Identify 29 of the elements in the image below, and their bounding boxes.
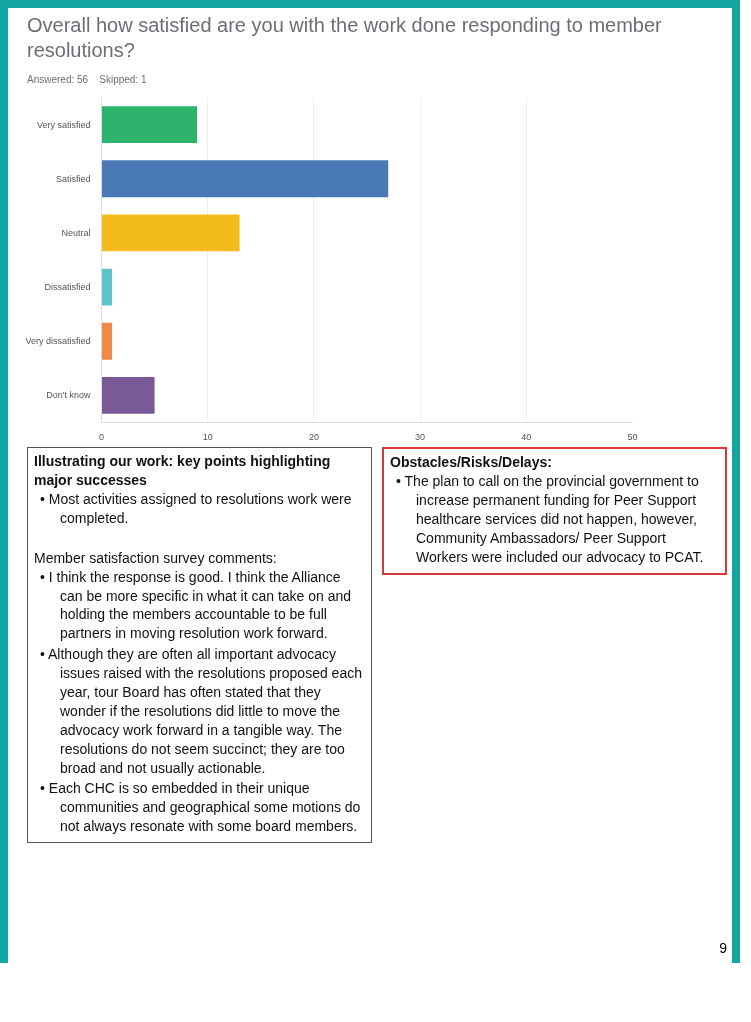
x-tick-label: 30 bbox=[415, 431, 426, 442]
y-tick-label: Neutral bbox=[61, 228, 91, 239]
x-tick-label: 0 bbox=[99, 431, 105, 442]
text: Illustrating our work: key points highlighting major successes bbox=[34, 453, 331, 489]
bar bbox=[101, 323, 113, 360]
y-tick-label: Satisfied bbox=[55, 174, 91, 185]
y-tick-label: Very dissatisfied bbox=[25, 336, 91, 347]
x-tick-label: 50 bbox=[627, 431, 638, 442]
x-tick-label: 40 bbox=[521, 431, 532, 442]
text: • The plan to call on the provincial government to increase permanent funding for Peer Support healthcare services did not happen, however, Community Ambassadors/ Peer Support Workers were included our advocacy to PCAT. bbox=[395, 472, 705, 567]
chart-subtitle: Answered: 56 Skipped: 1 bbox=[27, 73, 147, 87]
text: • Each CHC is so embedded in their unique communities and geographical some motions do not always resonate with some board members. bbox=[39, 779, 362, 837]
text: • Most activities assigned to resolutions work were completed. bbox=[39, 490, 353, 528]
bar bbox=[101, 160, 389, 198]
text: Obstacles/Risks/Delays: bbox=[390, 454, 552, 471]
x-tick-label: 10 bbox=[202, 431, 213, 442]
text: • I think the response is good. I think the Alliance can be more specific in what it can take on and holding the members accountable to be full partners in moving resolution work forward. bbox=[39, 567, 353, 644]
text: 9 bbox=[719, 939, 727, 959]
text: • Although they are often all important advocacy issues raised with the resolutions proposed each year, tour Board has often stated that they wonder if the resolutions did little to move the advocacy work forward in a tangible way. The resolutions do not seem succinct; they are too broad and not usually actionable. bbox=[39, 645, 363, 778]
bar bbox=[101, 377, 155, 415]
y-tick-label: Very satisfied bbox=[36, 119, 91, 130]
y-tick-label: Dissatisfied bbox=[44, 282, 91, 293]
chart-title: Overall how satisfied are you with the work done responding to member resolutions? bbox=[27, 13, 663, 63]
bar bbox=[101, 106, 198, 144]
y-tick-label: Don't know bbox=[46, 390, 91, 401]
text: Member satisfaction survey comments: bbox=[34, 549, 277, 566]
bar bbox=[101, 268, 113, 306]
bar bbox=[101, 214, 240, 252]
x-tick-label: 20 bbox=[308, 431, 319, 442]
